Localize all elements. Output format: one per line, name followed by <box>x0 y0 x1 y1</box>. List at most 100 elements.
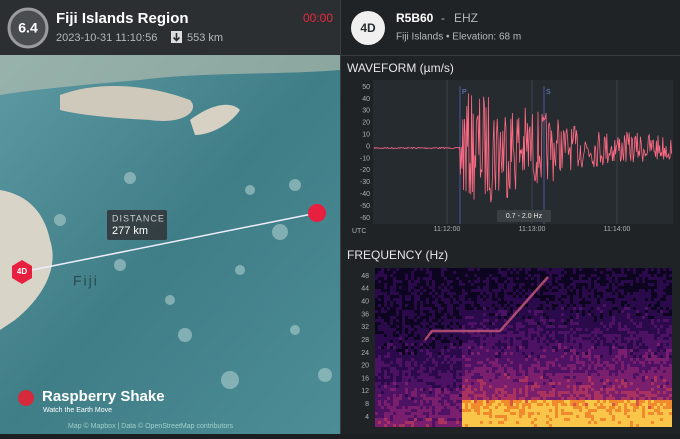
spectrogram-cell <box>645 415 648 418</box>
spectrogram-cell <box>462 400 465 403</box>
spectrogram-cell <box>420 364 423 367</box>
spectrogram-cell <box>468 331 471 334</box>
spectrogram-cell <box>549 385 552 388</box>
spectrogram-cell <box>468 268 471 271</box>
spectrogram-cell <box>591 367 594 370</box>
spectrogram-cell <box>513 337 516 340</box>
map[interactable]: DISTANCE 277 km Fiji 4D Raspberry Shake … <box>0 55 340 434</box>
station-marker[interactable] <box>12 260 32 284</box>
spectrogram-cell <box>663 385 666 388</box>
spectrogram-cell <box>414 382 417 385</box>
spectrogram-cell <box>573 343 576 346</box>
spectrogram-cell <box>525 391 528 394</box>
spectrogram-cell <box>534 313 537 316</box>
spectrogram-cell <box>498 337 501 340</box>
spectrogram-cell <box>606 346 609 349</box>
spectrogram-cell <box>657 418 660 421</box>
spectrogram-cell <box>612 409 615 412</box>
epicenter[interactable] <box>308 204 326 222</box>
spectrogram-cell <box>618 349 621 352</box>
spectrogram-cell <box>648 319 651 322</box>
spectrogram-cell <box>426 400 429 403</box>
spectrogram-cell <box>546 313 549 316</box>
spectrogram-cell <box>438 415 441 418</box>
spectrogram-cell <box>429 367 432 370</box>
spectrogram-cell <box>636 319 639 322</box>
spectrogram-cell <box>402 409 405 412</box>
spectrogram-cell <box>432 376 435 379</box>
spectrogram-cell <box>435 379 438 382</box>
spectrogram-cell <box>387 394 390 397</box>
spectrogram-cell <box>465 382 468 385</box>
spectrogram-cell <box>417 331 420 334</box>
spectrogram-cell <box>579 355 582 358</box>
spectrogram-cell <box>411 415 414 418</box>
attribution[interactable]: Map © Mapbox | Data © OpenStreetMap cont… <box>68 422 234 430</box>
spectrogram-cell <box>567 358 570 361</box>
spectrogram-cell <box>642 391 645 394</box>
spectrogram-cell <box>483 355 486 358</box>
spectrogram-cell <box>447 406 450 409</box>
spectrogram-cell <box>402 418 405 421</box>
spectrogram-cell <box>414 370 417 373</box>
spectrogram-cell <box>402 319 405 322</box>
spectrogram-cell <box>417 421 420 424</box>
spectrogram-cell <box>477 412 480 415</box>
spectrogram-cell <box>402 421 405 424</box>
spectrogram-cell <box>633 328 636 331</box>
spectrogram-cell <box>501 283 504 286</box>
spectrogram-cell <box>573 403 576 406</box>
spectrogram-cell <box>393 373 396 376</box>
spectrogram-cell <box>594 337 597 340</box>
spectrogram-cell <box>405 418 408 421</box>
spectrogram-cell <box>570 346 573 349</box>
spectrogram-cell <box>507 421 510 424</box>
spectrogram-cell <box>471 358 474 361</box>
spectrogram-cell <box>555 292 558 295</box>
spectrogram-cell <box>570 376 573 379</box>
spectrogram-cell <box>420 388 423 391</box>
spectrogram-cell <box>468 358 471 361</box>
spectrogram-cell <box>447 403 450 406</box>
spectrogram-cell <box>657 361 660 364</box>
spectrogram-cell <box>492 331 495 334</box>
spectrogram-cell <box>666 421 669 424</box>
spectrogram-cell <box>624 364 627 367</box>
spectrogram-cell <box>504 421 507 424</box>
spectrogram-cell <box>486 403 489 406</box>
spectrogram-cell <box>375 424 378 427</box>
spectrogram-cell <box>528 394 531 397</box>
spectrogram-cell <box>534 421 537 424</box>
spectrogram-cell <box>606 292 609 295</box>
spectrogram-cell <box>546 397 549 400</box>
spectrogram-cell <box>426 280 429 283</box>
spectrogram-cell <box>636 343 639 346</box>
spectrogram-cell <box>495 343 498 346</box>
spectrogram-cell <box>429 418 432 421</box>
spectrogram-cell <box>432 328 435 331</box>
spectrogram-cell <box>534 307 537 310</box>
spectrogram-cell <box>453 394 456 397</box>
spectrogram-cell <box>645 352 648 355</box>
y-tick-label: 8 <box>365 401 369 408</box>
spectrogram-cell <box>453 415 456 418</box>
spectrogram-cell <box>480 352 483 355</box>
spectrogram-cell <box>393 421 396 424</box>
spectrogram-cell <box>414 295 417 298</box>
spectrogram-cell <box>636 394 639 397</box>
spectrogram-cell <box>489 331 492 334</box>
spectrogram-cell <box>525 403 528 406</box>
spectrogram-cell <box>666 334 669 337</box>
spectrogram-cell <box>636 382 639 385</box>
spectrogram-cell <box>606 325 609 328</box>
spectrogram-cell <box>387 343 390 346</box>
spectrogram-cell <box>411 418 414 421</box>
spectrogram-cell <box>666 322 669 325</box>
spectrogram-cell <box>456 346 459 349</box>
spectrogram-cell <box>609 352 612 355</box>
spectrogram-cell <box>585 361 588 364</box>
spectrogram-cell <box>489 424 492 427</box>
spectrogram-cell <box>456 409 459 412</box>
spectrogram-cell <box>612 385 615 388</box>
spectrogram-cell <box>468 415 471 418</box>
